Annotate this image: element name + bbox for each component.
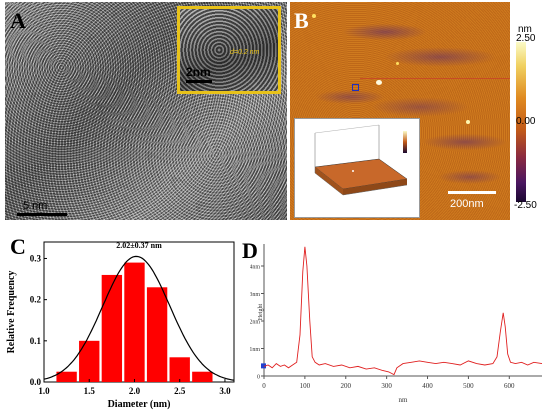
x-tick-label: 300 — [381, 382, 392, 390]
panel-letter-b: B — [294, 8, 309, 33]
gaussian-fit-curve — [43, 255, 235, 381]
afm-particle — [376, 80, 382, 85]
x-axis-label: nm — [399, 396, 409, 404]
x-tick-label: 1.5 — [84, 386, 96, 396]
x-axis-label: Diameter (nm) — [108, 399, 171, 410]
histogram-bar — [79, 340, 100, 382]
histogram-bar — [124, 262, 145, 382]
profile-start-marker — [261, 363, 266, 369]
y-tick-label: 2nm — [250, 320, 260, 326]
afm-scale-bar — [448, 191, 496, 194]
histogram-bar — [101, 274, 123, 382]
tem-scale-label: 5 nm — [23, 200, 48, 212]
inset-scale-bar — [186, 80, 212, 83]
histogram-bar — [192, 371, 213, 382]
height-profile-chart: 0 100 200 300 400 500 600 0 1nm 2nm 3nm 4nm nm Height — [250, 244, 543, 404]
colorbar-max: 2.50 — [516, 33, 536, 44]
afm-marker — [352, 84, 359, 91]
y-tick-label: 4nm — [250, 265, 260, 271]
panel-letter-a: A — [10, 8, 26, 33]
afm-particle — [396, 62, 399, 65]
histogram-bar — [169, 357, 190, 382]
colorbar-unit: nm — [518, 24, 532, 35]
fit-annotation: 2.02±0.37 nm — [116, 241, 162, 250]
height-colorbar — [516, 42, 526, 202]
diameter-histogram: 1.0 1.5 2.0 2.5 3.0 0.0 0.1 0.2 0.3 Diameter (nm)… — [6, 241, 235, 410]
x-tick-label: 100 — [300, 382, 311, 390]
colorbar-mid: 0.00 — [516, 116, 536, 127]
tem-scale-bar — [17, 213, 67, 216]
x-tick-label: 2.5 — [174, 386, 186, 396]
colorbar-min: -2.50 — [514, 200, 537, 211]
height-profile-line — [263, 246, 543, 376]
x-tick-label: 0 — [262, 382, 266, 390]
tem-image: d=0.2 nm 2nm 5 nm — [5, 2, 287, 220]
afm-3d-plot — [314, 124, 408, 196]
afm-scanline — [360, 78, 510, 79]
afm-3d-inset — [294, 118, 420, 218]
y-tick-label: 3nm — [250, 292, 260, 298]
histogram-bar — [56, 371, 77, 382]
y-tick-label: 1nm — [250, 347, 260, 353]
y-tick-label: 0.3 — [30, 253, 42, 263]
y-axis-label: Relative Frequency — [6, 271, 17, 354]
hrtem-texture — [180, 9, 278, 91]
x-tick-label: 200 — [341, 382, 352, 390]
y-tick-label: 0.2 — [30, 295, 42, 305]
histogram-bar — [146, 287, 168, 382]
hrtem-inset: d=0.2 nm 2nm — [177, 6, 281, 94]
y-tick-label: 0.0 — [30, 377, 42, 387]
y-tick-label: 0 — [257, 375, 260, 381]
x-tick-label: 600 — [504, 382, 515, 390]
afm-scale-label: 200nm — [450, 198, 484, 210]
inset-scale-label: 2nm — [186, 65, 211, 79]
x-tick-label: 500 — [463, 382, 474, 390]
afm-image: 200nm — [290, 2, 510, 220]
afm-particle — [466, 120, 470, 124]
panel-letter-c: C — [10, 234, 26, 259]
x-tick-label: 3.0 — [219, 386, 231, 396]
x-tick-label: 1.0 — [38, 386, 50, 396]
x-tick-label: 400 — [422, 382, 433, 390]
panel-letter-d: D — [242, 238, 258, 263]
afm-particle — [312, 14, 316, 18]
y-axis-label: Height — [258, 304, 264, 321]
y-tick-label: 0.1 — [30, 336, 42, 346]
x-tick-label: 2.0 — [129, 386, 141, 396]
lattice-spacing-label: d=0.2 nm — [230, 49, 260, 56]
